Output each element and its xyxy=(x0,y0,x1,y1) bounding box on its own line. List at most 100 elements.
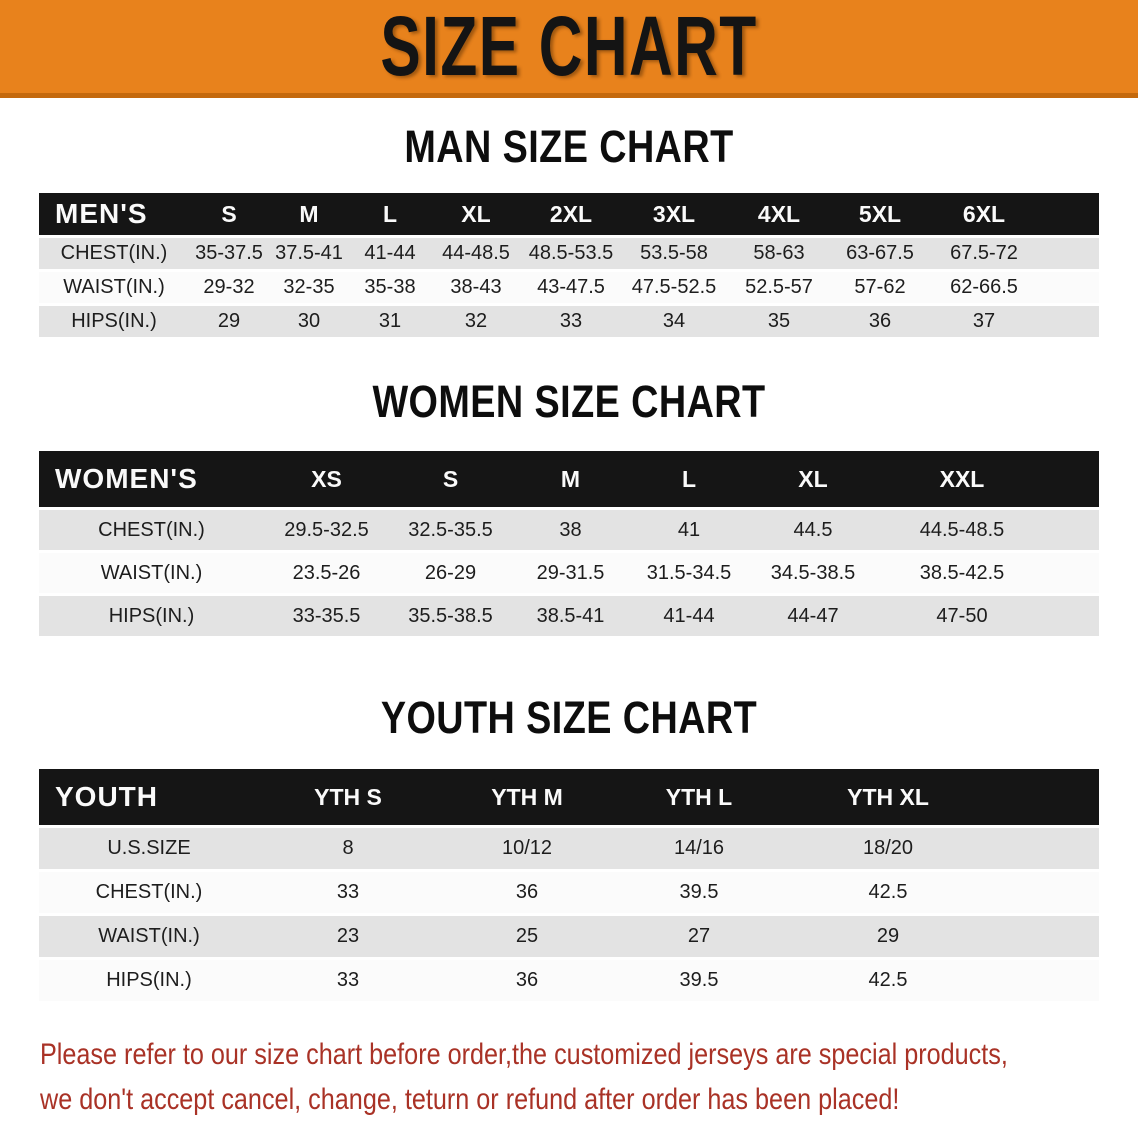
size-value-cell: 48.5-53.5 xyxy=(521,238,621,269)
disclaimer-line-2: we don't accept cancel, change, teturn o… xyxy=(40,1083,900,1116)
row-label: HIPS(IN.) xyxy=(39,306,189,337)
size-value-cell: 39.5 xyxy=(617,872,781,913)
men-hips-row: HIPS(IN.) 29 30 31 32 33 34 35 36 37 xyxy=(39,306,1099,337)
column-header: M xyxy=(269,193,349,235)
size-value-cell: 25 xyxy=(437,916,617,957)
size-value-cell: 32 xyxy=(431,306,521,337)
size-value-cell: 35.5-38.5 xyxy=(389,596,512,636)
row-label: CHEST(IN.) xyxy=(39,238,189,269)
row-label: WAIST(IN.) xyxy=(39,553,264,593)
size-value-cell: 23.5-26 xyxy=(264,553,389,593)
size-value-cell: 44-48.5 xyxy=(431,238,521,269)
size-value-filler xyxy=(1039,306,1099,337)
youth-size-table: YOUTH YTH S YTH M YTH L YTH XL U.S.SIZE … xyxy=(39,766,1099,1004)
column-header: XXL xyxy=(877,451,1047,507)
size-value-cell: 62-66.5 xyxy=(929,272,1039,303)
size-value-cell: 38.5-42.5 xyxy=(877,553,1047,593)
size-value-cell: 35-38 xyxy=(349,272,431,303)
size-value-cell: 53.5-58 xyxy=(621,238,727,269)
size-value-cell: 29-31.5 xyxy=(512,553,629,593)
size-value-cell: 39.5 xyxy=(617,960,781,1001)
size-value-cell: 29 xyxy=(189,306,269,337)
men-header-row: MEN'S S M L XL 2XL 3XL 4XL 5XL 6XL xyxy=(39,193,1099,235)
size-value-filler xyxy=(1047,553,1099,593)
size-value-cell: 35-37.5 xyxy=(189,238,269,269)
column-header: XL xyxy=(749,451,877,507)
size-value-cell: 58-63 xyxy=(727,238,831,269)
size-value-cell: 42.5 xyxy=(781,872,995,913)
size-value-cell: 44.5-48.5 xyxy=(877,510,1047,550)
column-header: 2XL xyxy=(521,193,621,235)
column-header: 6XL xyxy=(929,193,1039,235)
men-chest-row: CHEST(IN.) 35-37.5 37.5-41 41-44 44-48.5… xyxy=(39,238,1099,269)
size-value-cell: 41-44 xyxy=(629,596,749,636)
column-header: M xyxy=(512,451,629,507)
column-header: YTH XL xyxy=(781,769,995,825)
size-value-filler xyxy=(995,960,1099,1001)
women-header-row: WOMEN'S XS S M L XL XXL xyxy=(39,451,1099,507)
size-value-cell: 57-62 xyxy=(831,272,929,303)
youth-size-chart-title: YOUTH SIZE CHART xyxy=(380,692,758,743)
size-value-filler xyxy=(1039,238,1099,269)
size-value-cell: 38 xyxy=(512,510,629,550)
size-value-cell: 29 xyxy=(781,916,995,957)
column-header: XL xyxy=(431,193,521,235)
size-value-cell: 41-44 xyxy=(349,238,431,269)
row-label: HIPS(IN.) xyxy=(39,960,259,1001)
youth-group-label: YOUTH xyxy=(39,769,259,825)
size-value-cell: 14/16 xyxy=(617,828,781,869)
column-header: L xyxy=(349,193,431,235)
youth-hips-row: HIPS(IN.) 33 36 39.5 42.5 xyxy=(39,960,1099,1001)
row-label: CHEST(IN.) xyxy=(39,510,264,550)
size-chart-banner: SIZE CHART xyxy=(0,0,1138,98)
size-value-filler xyxy=(1039,272,1099,303)
size-value-cell: 31 xyxy=(349,306,431,337)
column-header: YTH S xyxy=(259,769,437,825)
row-label: U.S.SIZE xyxy=(39,828,259,869)
size-value-cell: 33-35.5 xyxy=(264,596,389,636)
size-value-cell: 44-47 xyxy=(749,596,877,636)
size-value-cell: 38-43 xyxy=(431,272,521,303)
size-value-cell: 36 xyxy=(437,960,617,1001)
size-value-cell: 32.5-35.5 xyxy=(389,510,512,550)
row-label: WAIST(IN.) xyxy=(39,916,259,957)
column-header: 3XL xyxy=(621,193,727,235)
column-header-filler xyxy=(1047,451,1099,507)
size-value-cell: 33 xyxy=(259,872,437,913)
size-value-cell: 37.5-41 xyxy=(269,238,349,269)
man-size-chart-title: MAN SIZE CHART xyxy=(404,121,734,172)
size-value-cell: 26-29 xyxy=(389,553,512,593)
column-header-filler xyxy=(1039,193,1099,235)
women-waist-row: WAIST(IN.) 23.5-26 26-29 29-31.5 31.5-34… xyxy=(39,553,1099,593)
men-waist-row: WAIST(IN.) 29-32 32-35 35-38 38-43 43-47… xyxy=(39,272,1099,303)
column-header-filler xyxy=(995,769,1099,825)
column-header: 4XL xyxy=(727,193,831,235)
size-value-filler xyxy=(995,916,1099,957)
size-value-cell: 33 xyxy=(521,306,621,337)
youth-waist-row: WAIST(IN.) 23 25 27 29 xyxy=(39,916,1099,957)
youth-ussize-row: U.S.SIZE 8 10/12 14/16 18/20 xyxy=(39,828,1099,869)
column-header: L xyxy=(629,451,749,507)
column-header: 5XL xyxy=(831,193,929,235)
size-value-cell: 42.5 xyxy=(781,960,995,1001)
size-value-cell: 29.5-32.5 xyxy=(264,510,389,550)
women-chest-row: CHEST(IN.) 29.5-32.5 32.5-35.5 38 41 44.… xyxy=(39,510,1099,550)
size-value-cell: 33 xyxy=(259,960,437,1001)
size-value-cell: 27 xyxy=(617,916,781,957)
size-value-cell: 38.5-41 xyxy=(512,596,629,636)
size-value-cell: 36 xyxy=(437,872,617,913)
size-value-cell: 47-50 xyxy=(877,596,1047,636)
size-value-filler xyxy=(995,872,1099,913)
size-value-cell: 52.5-57 xyxy=(727,272,831,303)
men-group-label: MEN'S xyxy=(39,193,189,235)
column-header: YTH L xyxy=(617,769,781,825)
size-value-cell: 10/12 xyxy=(437,828,617,869)
women-group-label: WOMEN'S xyxy=(39,451,264,507)
column-header: YTH M xyxy=(437,769,617,825)
size-value-cell: 43-47.5 xyxy=(521,272,621,303)
size-value-cell: 35 xyxy=(727,306,831,337)
row-label: CHEST(IN.) xyxy=(39,872,259,913)
size-value-cell: 8 xyxy=(259,828,437,869)
size-value-filler xyxy=(1047,596,1099,636)
size-value-cell: 30 xyxy=(269,306,349,337)
